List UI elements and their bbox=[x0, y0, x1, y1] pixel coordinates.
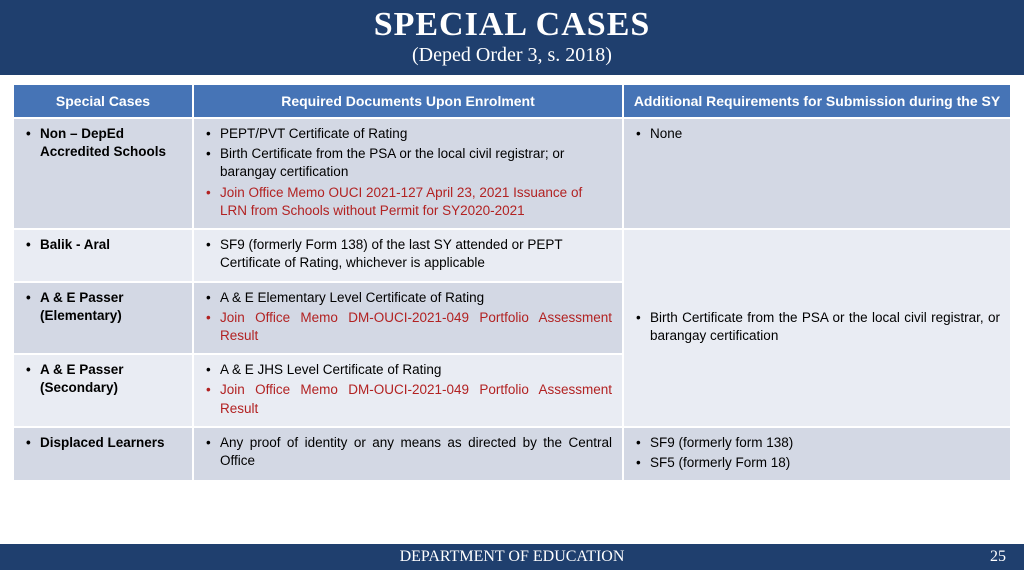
addl-item: SF9 (formerly form 138) bbox=[634, 434, 1000, 452]
doc-item: A & E Elementary Level Certificate of Ra… bbox=[204, 289, 612, 307]
case-cell: A & E Passer (Elementary) bbox=[13, 282, 193, 355]
slide-subtitle: (Deped Order 3, s. 2018) bbox=[0, 44, 1024, 67]
docs-cell: Any proof of identity or any means as di… bbox=[193, 427, 623, 481]
slide-title: SPECIAL CASES bbox=[0, 6, 1024, 44]
doc-item: PEPT/PVT Certificate of Rating bbox=[204, 125, 612, 143]
addl-cell: None bbox=[623, 118, 1011, 229]
docs-cell: SF9 (formerly Form 138) of the last SY a… bbox=[193, 229, 623, 281]
case-label: Non – DepEd Accredited Schools bbox=[24, 125, 182, 161]
footer-dept: DEPARTMENT OF EDUCATION bbox=[58, 548, 966, 566]
doc-item-red: Join Office Memo DM-OUCI-2021-049 Portfo… bbox=[204, 309, 612, 345]
special-cases-table: Special Cases Required Documents Upon En… bbox=[12, 83, 1012, 482]
table-row: Displaced Learners Any proof of identity… bbox=[13, 427, 1011, 481]
case-label: A & E Passer (Elementary) bbox=[24, 289, 182, 325]
doc-item-red: Join Office Memo OUCI 2021-127 April 23,… bbox=[204, 184, 612, 220]
docs-cell: A & E Elementary Level Certificate of Ra… bbox=[193, 282, 623, 355]
col-required-docs: Required Documents Upon Enrolment bbox=[193, 84, 623, 118]
case-cell: Non – DepEd Accredited Schools bbox=[13, 118, 193, 229]
addl-item: Birth Certificate from the PSA or the lo… bbox=[634, 309, 1000, 345]
table-row: Non – DepEd Accredited Schools PEPT/PVT … bbox=[13, 118, 1011, 229]
case-label: Balik - Aral bbox=[24, 236, 182, 254]
addl-cell: SF9 (formerly form 138) SF5 (formerly Fo… bbox=[623, 427, 1011, 481]
doc-item: Birth Certificate from the PSA or the lo… bbox=[204, 145, 612, 181]
addl-item: None bbox=[634, 125, 1000, 143]
case-label: A & E Passer (Secondary) bbox=[24, 361, 182, 397]
footer-page: 25 bbox=[966, 548, 1006, 566]
docs-cell: PEPT/PVT Certificate of Rating Birth Cer… bbox=[193, 118, 623, 229]
slide-footer: DEPARTMENT OF EDUCATION 25 bbox=[0, 544, 1024, 570]
case-cell: A & E Passer (Secondary) bbox=[13, 354, 193, 427]
case-cell: Balik - Aral bbox=[13, 229, 193, 281]
addl-item: SF5 (formerly Form 18) bbox=[634, 454, 1000, 472]
table-header-row: Special Cases Required Documents Upon En… bbox=[13, 84, 1011, 118]
doc-item: A & E JHS Level Certificate of Rating bbox=[204, 361, 612, 379]
doc-item: SF9 (formerly Form 138) of the last SY a… bbox=[204, 236, 612, 272]
doc-item-red: Join Office Memo DM-OUCI-2021-049 Portfo… bbox=[204, 381, 612, 417]
doc-item: Any proof of identity or any means as di… bbox=[204, 434, 612, 470]
col-additional-req: Additional Requirements for Submission d… bbox=[623, 84, 1011, 118]
table-container: Special Cases Required Documents Upon En… bbox=[0, 75, 1024, 482]
case-label: Displaced Learners bbox=[24, 434, 182, 452]
docs-cell: A & E JHS Level Certificate of Rating Jo… bbox=[193, 354, 623, 427]
col-special-cases: Special Cases bbox=[13, 84, 193, 118]
addl-cell-merged: Birth Certificate from the PSA or the lo… bbox=[623, 229, 1011, 427]
table-row: Balik - Aral SF9 (formerly Form 138) of … bbox=[13, 229, 1011, 281]
slide-header: SPECIAL CASES (Deped Order 3, s. 2018) bbox=[0, 0, 1024, 75]
case-cell: Displaced Learners bbox=[13, 427, 193, 481]
